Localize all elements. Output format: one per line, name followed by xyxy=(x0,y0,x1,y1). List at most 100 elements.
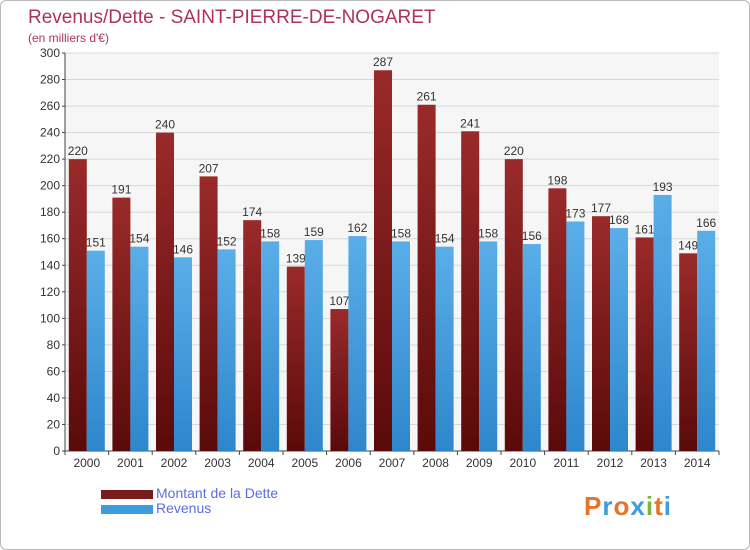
chart-title: Revenus/Dette - SAINT-PIERRE-DE-NOGARET xyxy=(28,7,436,28)
data-label-revenus: 151 xyxy=(86,236,106,250)
y-tick-label: 180 xyxy=(40,205,60,219)
data-label-dette: 220 xyxy=(68,144,88,158)
legend-swatch-revenus xyxy=(101,505,153,514)
bar-dette xyxy=(548,188,567,451)
y-tick-label: 240 xyxy=(40,126,60,140)
legend-label-dette: Montant de la Dette xyxy=(156,485,279,501)
bar-revenus xyxy=(217,249,236,451)
y-tick-label: 20 xyxy=(47,417,61,431)
bar-dette xyxy=(243,220,262,451)
data-label-revenus: 168 xyxy=(609,213,629,227)
data-label-dette: 287 xyxy=(373,55,393,69)
bar-dette xyxy=(635,237,654,451)
bar-revenus xyxy=(653,194,672,451)
bar-revenus xyxy=(479,241,498,451)
bar-revenus xyxy=(610,228,628,451)
bar-dette xyxy=(679,253,698,451)
y-tick-label: 200 xyxy=(40,179,60,193)
data-label-dette: 177 xyxy=(591,201,611,215)
x-tick-label: 2003 xyxy=(204,456,231,470)
bar-revenus xyxy=(86,250,105,451)
data-label-revenus: 173 xyxy=(565,206,585,220)
x-tick-label: 2010 xyxy=(509,456,536,470)
y-tick-label: 140 xyxy=(40,258,60,272)
chart-subtitle: (en milliers d'€) xyxy=(28,31,109,45)
bar-dette xyxy=(286,266,305,451)
x-tick-label: 2001 xyxy=(117,456,144,470)
x-tick-label: 2002 xyxy=(161,456,188,470)
y-tick-label: 60 xyxy=(47,364,61,378)
y-tick-label: 40 xyxy=(47,391,61,405)
data-label-revenus: 159 xyxy=(304,225,324,239)
y-tick-label: 80 xyxy=(47,338,61,352)
x-tick-label: 2012 xyxy=(597,456,624,470)
bar-dette xyxy=(68,159,87,451)
data-label-revenus: 146 xyxy=(173,242,193,256)
data-label-dette: 191 xyxy=(111,183,131,197)
y-tick-label: 220 xyxy=(40,152,60,166)
data-label-dette: 241 xyxy=(460,116,480,130)
legend-label-revenus: Revenus xyxy=(156,500,212,516)
bar-revenus xyxy=(697,230,716,451)
data-label-dette: 220 xyxy=(504,144,524,158)
y-tick-label: 280 xyxy=(40,73,60,87)
legend-swatch-dette xyxy=(101,490,153,499)
data-label-dette: 240 xyxy=(155,118,175,132)
bar-revenus xyxy=(348,236,367,451)
y-tick-label: 100 xyxy=(40,311,60,325)
y-tick-label: 0 xyxy=(53,444,60,458)
y-tick-label: 120 xyxy=(40,285,60,299)
y-tick-label: 300 xyxy=(40,46,60,60)
x-tick-label: 2014 xyxy=(684,456,711,470)
data-label-dette: 149 xyxy=(678,238,698,252)
data-label-revenus: 154 xyxy=(435,232,455,246)
data-label-dette: 207 xyxy=(199,161,219,175)
x-tick-label: 2011 xyxy=(553,456,579,470)
data-label-revenus: 156 xyxy=(522,229,542,243)
bar-dette xyxy=(112,197,131,451)
x-tick-label: 2006 xyxy=(335,456,362,470)
bar-dette xyxy=(461,131,480,452)
data-label-dette: 161 xyxy=(635,222,655,236)
bar-revenus xyxy=(392,241,410,451)
data-label-dette: 139 xyxy=(286,252,306,266)
bar-dette xyxy=(592,216,610,451)
y-tick-label: 160 xyxy=(40,232,60,246)
bar-revenus xyxy=(522,244,541,451)
bar-revenus xyxy=(130,246,149,451)
data-label-revenus: 158 xyxy=(478,226,498,240)
x-tick-label: 2013 xyxy=(640,456,667,470)
data-label-revenus: 162 xyxy=(347,221,367,235)
x-tick-label: 2004 xyxy=(248,456,275,470)
data-label-dette: 261 xyxy=(417,90,437,104)
bar-revenus xyxy=(566,221,585,451)
x-tick-label: 2007 xyxy=(379,456,406,470)
bar-dette xyxy=(330,309,349,451)
data-label-dette: 174 xyxy=(242,205,262,219)
data-label-revenus: 193 xyxy=(653,180,673,194)
data-label-revenus: 158 xyxy=(260,226,280,240)
bar-chart: 0 20 40 60 80 100 120 140 160 180 200 220 240 260 280 3… xyxy=(40,46,720,470)
x-tick-label: 2000 xyxy=(73,456,100,470)
bar-dette xyxy=(417,104,436,452)
bar-dette xyxy=(156,132,174,451)
data-label-revenus: 152 xyxy=(217,234,237,248)
data-label-dette: 107 xyxy=(329,294,349,308)
x-tick-label: 2009 xyxy=(466,456,493,470)
x-tick-label: 2008 xyxy=(422,456,449,470)
data-label-revenus: 154 xyxy=(129,232,149,246)
bar-revenus xyxy=(435,246,454,451)
bar-dette xyxy=(199,176,218,451)
bar-dette xyxy=(374,70,392,451)
x-tick-label: 2005 xyxy=(291,456,318,470)
bar-revenus xyxy=(304,240,323,451)
bar-dette xyxy=(504,159,523,451)
bar-revenus xyxy=(261,241,280,451)
data-label-revenus: 158 xyxy=(391,226,411,240)
proxiti-logo: Proxiti xyxy=(584,491,672,521)
data-label-revenus: 166 xyxy=(696,216,716,230)
data-label-dette: 198 xyxy=(547,173,567,187)
bar-revenus xyxy=(174,257,192,451)
y-tick-label: 260 xyxy=(40,99,60,113)
